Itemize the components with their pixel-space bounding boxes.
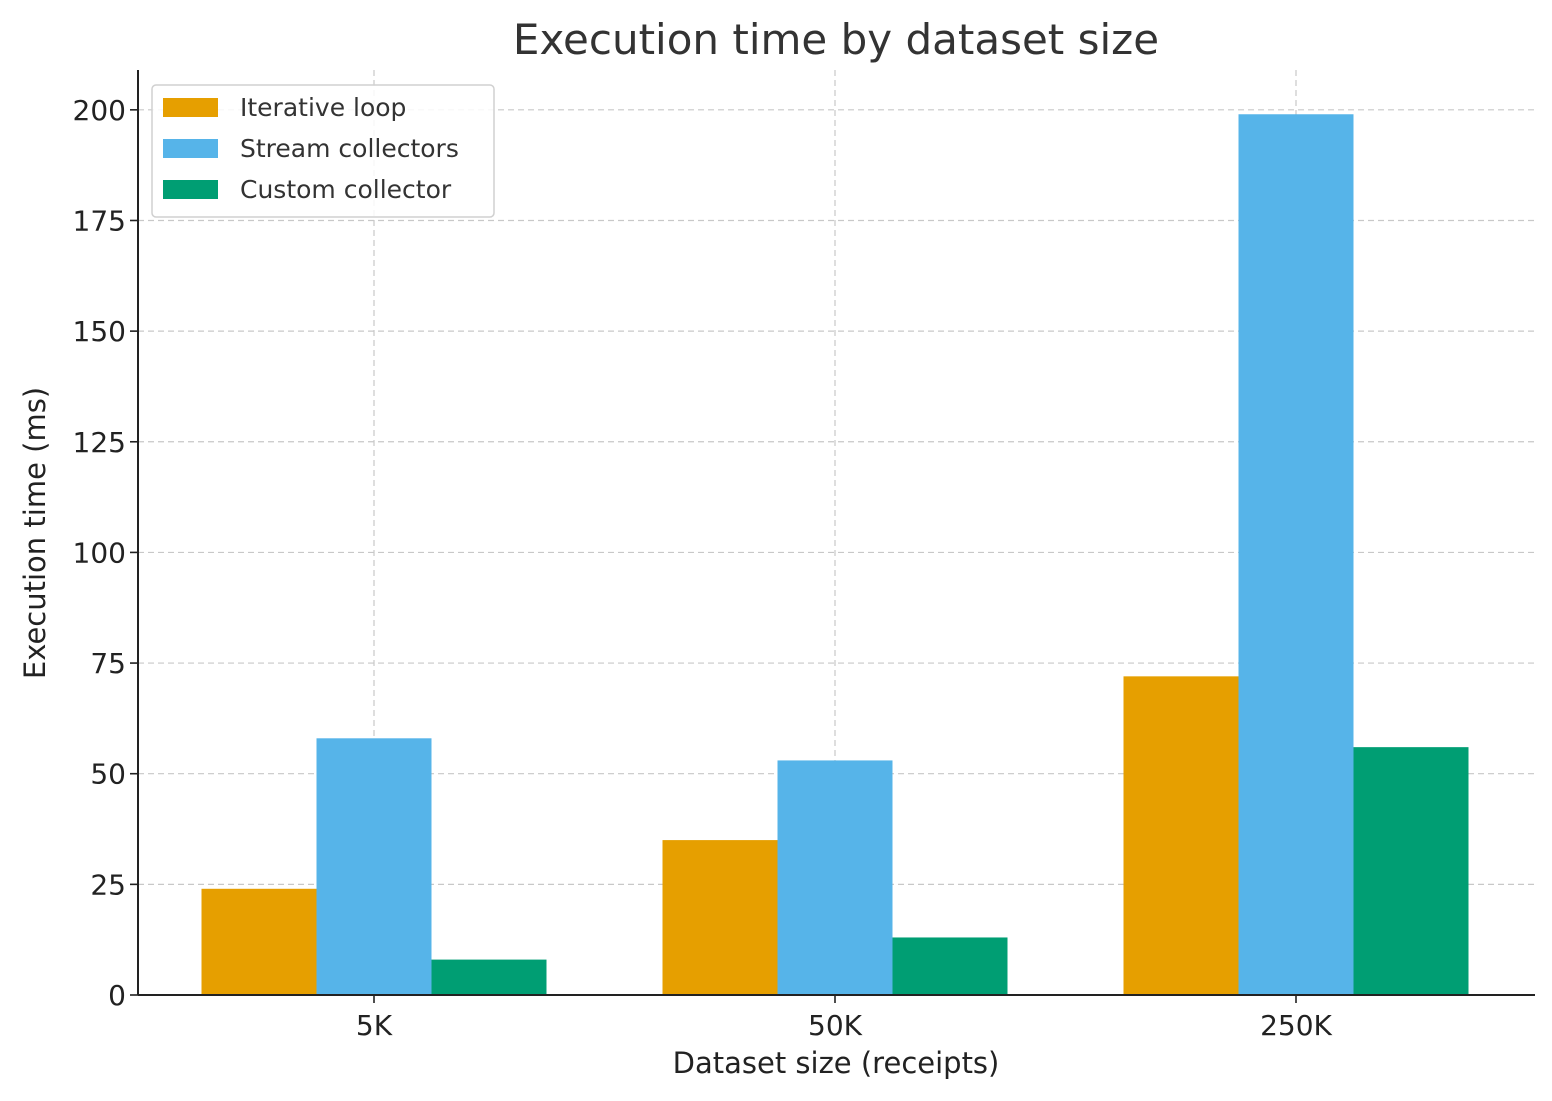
legend-swatch [163, 180, 218, 199]
y-axis-ticks: 0 25 50 75 100 125 150 175 200 [73, 94, 138, 1012]
legend-swatch [163, 139, 218, 158]
x-axis-label: Dataset size (receipts) [673, 1046, 1000, 1080]
bar-iterative-loop-5k [201, 888, 317, 995]
y-tick-label: 75 [90, 647, 126, 680]
legend-label: Custom collector [240, 175, 452, 204]
legend-frame [151, 84, 495, 218]
legend-label: Stream collectors [240, 134, 459, 163]
y-tick-label: 50 [90, 758, 126, 791]
bar-custom-collector-250k [1353, 747, 1469, 995]
bar-iterative-loop-250k [1123, 676, 1239, 995]
x-axis-ticks: 5K 50K 250K [356, 995, 1333, 1042]
bar-stream-collectors-250k [1238, 114, 1354, 996]
y-tick-label: 200 [73, 94, 126, 127]
y-tick-label: 100 [73, 536, 126, 569]
y-tick-label: 175 [73, 204, 126, 237]
bar-custom-collector-5k [431, 959, 547, 995]
x-tick-label: 250K [1260, 1009, 1332, 1042]
bar-stream-collectors-5k [316, 738, 432, 995]
legend-label: Iterative loop [240, 93, 406, 122]
x-tick-label: 5K [356, 1009, 393, 1042]
y-tick-label: 150 [73, 315, 126, 348]
bar-stream-collectors-50k [777, 760, 893, 995]
bar-iterative-loop-50k [662, 840, 778, 995]
y-tick-label: 0 [108, 979, 126, 1012]
bar-custom-collector-50k [892, 937, 1008, 995]
chart-title: Execution time by dataset size [513, 15, 1159, 64]
legend-swatch [163, 98, 218, 117]
bars [201, 114, 1469, 996]
y-axis-label: Execution time (ms) [18, 387, 52, 679]
y-tick-label: 25 [90, 868, 126, 901]
legend: Iterative loop Stream collectors Custom co… [151, 84, 495, 218]
y-tick-label: 125 [73, 426, 126, 459]
x-tick-label: 50K [808, 1009, 863, 1042]
